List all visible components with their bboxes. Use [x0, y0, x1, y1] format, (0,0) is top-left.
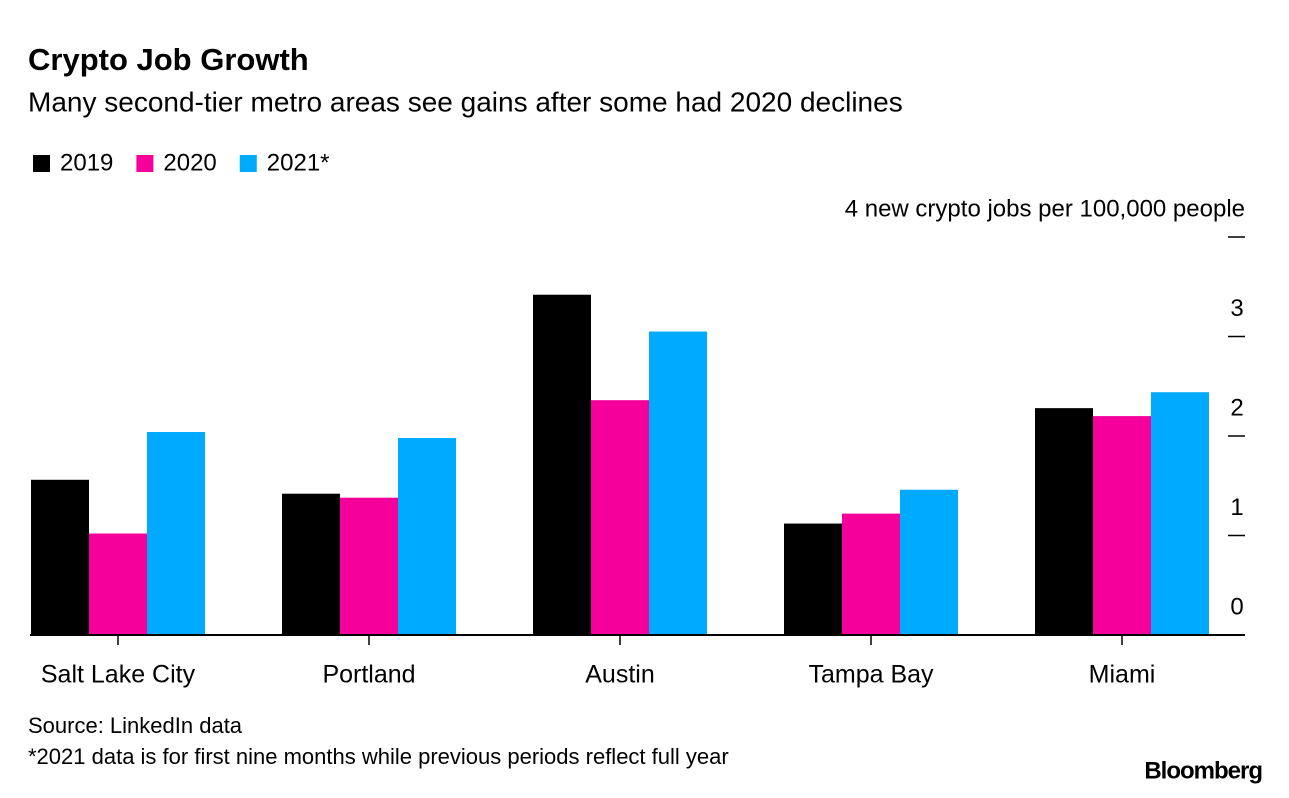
chart-title: Crypto Job Growth — [28, 42, 309, 77]
brand: Bloomberg — [1144, 757, 1262, 784]
bar — [398, 437, 456, 635]
y-tick-label: 2 — [1230, 394, 1243, 421]
x-tick-label: Miami — [1089, 661, 1156, 689]
bar — [900, 489, 958, 635]
legend-swatch — [33, 155, 50, 172]
y-tick-label: 4 new crypto jobs per 100,000 people — [845, 195, 1245, 222]
bar — [842, 513, 900, 635]
bar — [533, 294, 591, 635]
x-tick-label: Salt Lake City — [41, 661, 196, 689]
bar — [1035, 408, 1093, 635]
bar — [282, 493, 340, 635]
legend-swatch — [239, 155, 257, 172]
bar — [340, 497, 398, 635]
bar — [147, 432, 205, 635]
bar — [591, 400, 649, 635]
bar — [1093, 416, 1151, 635]
legend-label: 2019 — [60, 149, 113, 176]
bar — [784, 523, 842, 635]
legend-label: 2021* — [267, 149, 330, 176]
bar — [649, 331, 707, 635]
x-tick-label: Portland — [322, 661, 415, 689]
chart-subtitle: Many second-tier metro areas see gains a… — [28, 86, 903, 117]
legend-swatch — [136, 155, 154, 172]
source: Source: LinkedIn data — [28, 713, 243, 738]
y-tick-label: 1 — [1230, 494, 1243, 521]
footnote: *2021 data is for first nine months whil… — [28, 744, 729, 769]
bar — [31, 479, 89, 635]
x-tick-label: Tampa Bay — [808, 661, 934, 689]
x-tick-label: Austin — [585, 661, 654, 689]
legend-label: 2020 — [163, 149, 216, 176]
bar — [89, 533, 147, 635]
y-tick-label: 0 — [1230, 593, 1243, 620]
y-tick-label: 3 — [1230, 295, 1243, 322]
bar — [1151, 392, 1209, 635]
